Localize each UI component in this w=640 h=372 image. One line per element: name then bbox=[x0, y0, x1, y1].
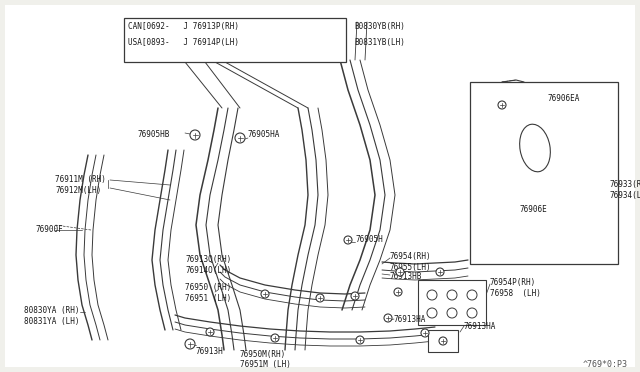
Text: 76951 (LH): 76951 (LH) bbox=[185, 294, 231, 303]
Text: 76951M (LH): 76951M (LH) bbox=[240, 360, 291, 369]
Text: 76950M(RH): 76950M(RH) bbox=[240, 350, 286, 359]
Ellipse shape bbox=[356, 336, 364, 344]
Text: 76958  (LH): 76958 (LH) bbox=[490, 289, 541, 298]
Text: 76906EA: 76906EA bbox=[548, 94, 580, 103]
Text: 76954P(RH): 76954P(RH) bbox=[490, 278, 536, 287]
Ellipse shape bbox=[384, 314, 392, 322]
Text: 80831YA (LH): 80831YA (LH) bbox=[24, 317, 79, 326]
Ellipse shape bbox=[190, 130, 200, 140]
Bar bbox=[124, 18, 346, 62]
Bar bbox=[470, 82, 618, 264]
Text: 80830YA (RH): 80830YA (RH) bbox=[24, 306, 79, 315]
Text: USA[0893-   J 76914P(LH): USA[0893- J 76914P(LH) bbox=[128, 38, 239, 47]
Text: 76905HA: 76905HA bbox=[248, 130, 280, 139]
Text: B0830YB(RH): B0830YB(RH) bbox=[354, 22, 405, 31]
Ellipse shape bbox=[185, 339, 195, 349]
Bar bbox=[418, 280, 486, 325]
Text: 76913HA: 76913HA bbox=[394, 315, 426, 324]
Ellipse shape bbox=[439, 337, 447, 345]
Ellipse shape bbox=[351, 292, 359, 300]
Ellipse shape bbox=[498, 101, 506, 109]
Ellipse shape bbox=[261, 290, 269, 298]
Ellipse shape bbox=[421, 329, 429, 337]
Text: CAN[0692-   J 76913P(RH): CAN[0692- J 76913P(RH) bbox=[128, 22, 239, 31]
Text: 76912M(LH): 76912M(LH) bbox=[55, 186, 101, 195]
Text: 76950 (RH): 76950 (RH) bbox=[185, 283, 231, 292]
Text: B0831YB(LH): B0831YB(LH) bbox=[354, 38, 405, 47]
Ellipse shape bbox=[344, 236, 352, 244]
Text: 76913HA: 76913HA bbox=[464, 322, 497, 331]
Text: 76913H: 76913H bbox=[196, 347, 224, 356]
Bar bbox=[428, 330, 458, 352]
Text: 76905H: 76905H bbox=[355, 235, 383, 244]
Text: 76905HB: 76905HB bbox=[138, 130, 170, 139]
Ellipse shape bbox=[396, 268, 404, 276]
Text: 76954(RH): 76954(RH) bbox=[390, 252, 431, 261]
Text: 76933(RH): 76933(RH) bbox=[610, 180, 640, 189]
Text: ^769*0:P3: ^769*0:P3 bbox=[583, 360, 628, 369]
Text: 76913HB: 76913HB bbox=[390, 272, 422, 281]
Ellipse shape bbox=[206, 328, 214, 336]
Ellipse shape bbox=[436, 268, 444, 276]
Text: 76914O(LH): 76914O(LH) bbox=[185, 266, 231, 275]
Ellipse shape bbox=[235, 133, 245, 143]
Text: 76913Q(RH): 76913Q(RH) bbox=[185, 255, 231, 264]
Ellipse shape bbox=[316, 294, 324, 302]
Text: 76900F: 76900F bbox=[36, 225, 64, 234]
Text: 76934(LH): 76934(LH) bbox=[610, 191, 640, 200]
Text: 76906E: 76906E bbox=[520, 205, 548, 214]
Text: 76911M (RH): 76911M (RH) bbox=[55, 175, 106, 184]
Ellipse shape bbox=[394, 288, 402, 296]
Ellipse shape bbox=[520, 124, 550, 172]
Text: 76955(LH): 76955(LH) bbox=[390, 263, 431, 272]
Ellipse shape bbox=[271, 334, 279, 342]
